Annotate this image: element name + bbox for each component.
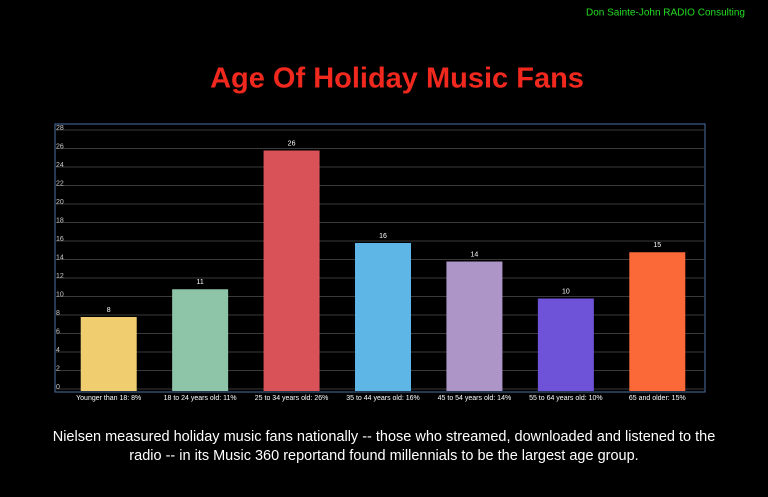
value-label: 16 — [379, 233, 387, 240]
bar — [446, 261, 503, 391]
y-tick-label: 26 — [56, 143, 64, 150]
value-label: 10 — [562, 288, 570, 295]
bar — [629, 252, 686, 391]
y-tick-label: 28 — [56, 125, 64, 132]
y-tick-label: 10 — [56, 291, 64, 298]
x-tick-label: 65 and older: 15% — [629, 395, 686, 402]
chart-title: Age Of Holiday Music Fans — [210, 63, 584, 95]
value-label: 11 — [197, 279, 204, 286]
y-tick-label: 24 — [56, 162, 64, 169]
y-tick-label: 8 — [56, 310, 60, 317]
y-tick-label: 12 — [56, 273, 64, 280]
x-tick-label: 55 to 64 years old: 10% — [529, 395, 603, 402]
x-tick-label: Younger than 18: 8% — [76, 395, 141, 402]
y-tick-label: 6 — [56, 328, 60, 335]
bar — [263, 150, 320, 391]
y-tick-label: 14 — [56, 254, 64, 261]
caption: Nielsen measured holiday music fans nati… — [52, 429, 716, 464]
x-tick-label: 35 to 44 years old: 16% — [346, 395, 420, 402]
x-tick-label: 18 to 24 years old: 11% — [164, 395, 237, 402]
y-tick-label: 20 — [56, 199, 64, 206]
x-tick-label: 45 to 54 years old: 14% — [438, 395, 512, 402]
value-label: 15 — [653, 242, 661, 249]
value-label: 8 — [107, 307, 111, 314]
y-tick-label: 2 — [56, 365, 60, 372]
bar — [172, 289, 229, 391]
bar — [80, 317, 137, 391]
value-label: 14 — [471, 251, 479, 258]
value-label: 26 — [288, 140, 296, 147]
x-tick-label: 25 to 34 years old: 26% — [255, 395, 329, 402]
plot-frame — [54, 123, 706, 393]
y-tick-label: 22 — [56, 180, 64, 187]
bar — [537, 298, 594, 391]
y-tick-label: 4 — [56, 347, 60, 354]
bar — [355, 243, 411, 391]
y-tick-label: 18 — [56, 217, 64, 224]
y-tick-label: 0 — [56, 384, 60, 391]
y-tick-label: 16 — [56, 236, 64, 243]
source: Don Sainte-John RADIO Consulting — [586, 8, 745, 19]
